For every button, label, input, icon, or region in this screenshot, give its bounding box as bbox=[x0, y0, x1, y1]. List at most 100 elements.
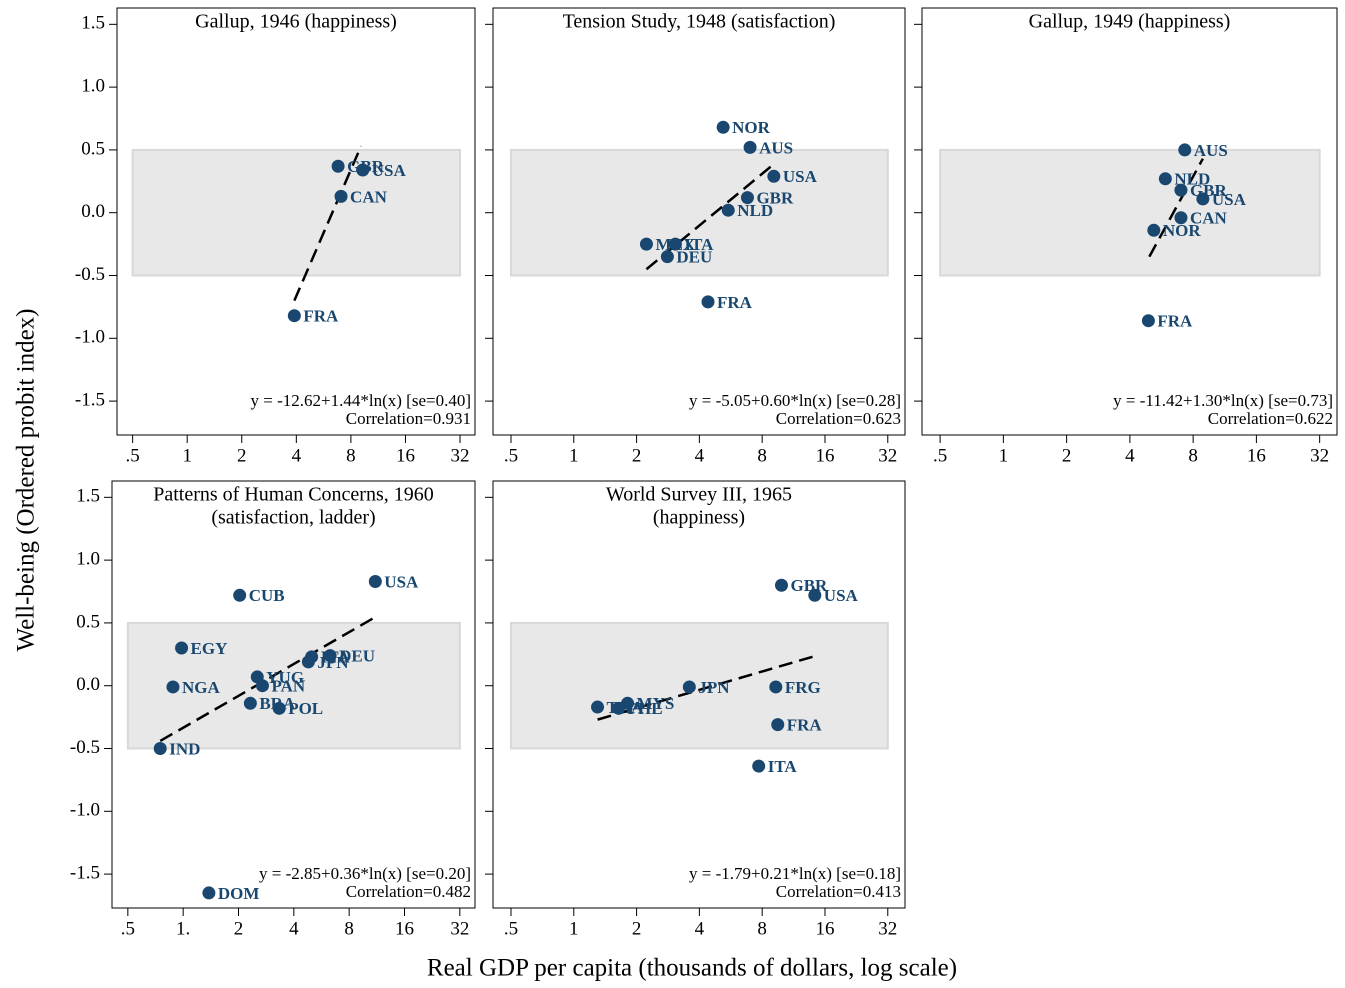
y-axis-label: Well-being (Ordered probit index) bbox=[13, 308, 40, 651]
x-tick-label: 16 bbox=[395, 918, 414, 939]
y-tick-label: 0.5 bbox=[81, 138, 105, 159]
point-label: USA bbox=[372, 161, 407, 180]
x-tick-label: 2 bbox=[234, 918, 244, 939]
data-point bbox=[334, 189, 348, 203]
x-tick-label: 4 bbox=[695, 445, 705, 466]
x-tick-label: 8 bbox=[757, 445, 767, 466]
data-point bbox=[331, 159, 345, 173]
data-point bbox=[368, 574, 382, 588]
data-point bbox=[243, 696, 257, 710]
point-label: FRA bbox=[717, 293, 753, 312]
x-tick-label: 4 bbox=[289, 918, 299, 939]
annotation: Correlation=0.622 bbox=[1208, 409, 1333, 428]
y-tick-label: -0.5 bbox=[75, 264, 105, 285]
data-point bbox=[1158, 172, 1172, 186]
x-tick-label: 32 bbox=[1310, 445, 1329, 466]
annotation: y = -1.79+0.21*ln(x) [se=0.18] bbox=[689, 864, 901, 883]
annotation: y = -2.85+0.36*ln(x) [se=0.20] bbox=[259, 864, 471, 883]
data-point bbox=[153, 742, 167, 756]
x-tick-label: 32 bbox=[878, 445, 897, 466]
y-tick-label: -1.5 bbox=[70, 862, 100, 883]
point-label: DOM bbox=[218, 884, 260, 903]
x-tick-label: 32 bbox=[450, 918, 469, 939]
point-label: FRA bbox=[1157, 312, 1193, 331]
x-tick-label: 1 bbox=[182, 445, 192, 466]
x-tick-label: 2 bbox=[237, 445, 247, 466]
data-point bbox=[233, 588, 247, 602]
point-label: CUB bbox=[249, 586, 285, 605]
x-tick-label: 2 bbox=[632, 445, 642, 466]
x-tick-label: 2 bbox=[1062, 445, 1072, 466]
point-label: NOR bbox=[732, 118, 771, 137]
shaded-band bbox=[509, 621, 889, 750]
data-point bbox=[767, 169, 781, 183]
point-label: USA bbox=[783, 167, 818, 186]
data-point bbox=[1178, 143, 1192, 157]
point-label: NLD bbox=[1174, 170, 1210, 189]
x-tick-label: .5 bbox=[125, 445, 139, 466]
y-tick-label: 1.5 bbox=[76, 486, 100, 507]
point-label: USA bbox=[824, 586, 859, 605]
annotation: Correlation=0.413 bbox=[776, 882, 901, 901]
x-tick-label: 32 bbox=[451, 445, 470, 466]
y-tick-label: -0.5 bbox=[70, 737, 100, 758]
x-tick-label: 1 bbox=[569, 445, 579, 466]
y-tick-label: -1.0 bbox=[70, 800, 100, 821]
data-point bbox=[175, 641, 189, 655]
data-point bbox=[1196, 192, 1210, 206]
point-label: POL bbox=[288, 699, 323, 718]
y-tick-label: 0.0 bbox=[76, 674, 100, 695]
x-tick-label: 16 bbox=[815, 445, 834, 466]
x-tick-label: 4 bbox=[1125, 445, 1135, 466]
x-tick-label: 16 bbox=[1247, 445, 1266, 466]
y-tick-label: 1.0 bbox=[81, 75, 105, 96]
point-label: FRA bbox=[303, 307, 339, 326]
point-label: PHL bbox=[628, 699, 663, 718]
data-point bbox=[682, 680, 696, 694]
x-axis-label: Real GDP per capita (thousands of dollar… bbox=[427, 955, 957, 982]
point-label: USA bbox=[1212, 190, 1247, 209]
data-point bbox=[305, 650, 319, 664]
y-tick-label: -1.0 bbox=[75, 327, 105, 348]
y-tick-label: 0.0 bbox=[81, 201, 105, 222]
data-point bbox=[1174, 211, 1188, 225]
data-point bbox=[771, 718, 785, 732]
point-label: CAN bbox=[1190, 209, 1228, 228]
data-point bbox=[808, 588, 822, 602]
data-point bbox=[639, 237, 653, 251]
data-point bbox=[740, 191, 754, 205]
point-label: GBR bbox=[756, 189, 794, 208]
data-point bbox=[356, 163, 370, 177]
x-tick-label: 16 bbox=[815, 918, 834, 939]
data-point bbox=[769, 680, 783, 694]
data-point bbox=[255, 679, 269, 693]
point-label: NOR bbox=[1163, 221, 1202, 240]
x-tick-label: 16 bbox=[396, 445, 415, 466]
shaded-band bbox=[509, 148, 889, 277]
data-point bbox=[752, 759, 766, 773]
point-label: JPN bbox=[698, 678, 730, 697]
data-point bbox=[716, 120, 730, 134]
data-point bbox=[323, 649, 337, 663]
x-tick-label: .5 bbox=[504, 918, 518, 939]
y-tick-label: 1.0 bbox=[76, 548, 100, 569]
y-tick-label: 0.5 bbox=[76, 611, 100, 632]
shaded-band bbox=[939, 148, 1321, 277]
fit-line bbox=[1148, 158, 1204, 258]
panel-subtitle: (satisfaction, ladder) bbox=[211, 507, 375, 529]
point-label: ITA bbox=[768, 757, 798, 776]
point-label: IND bbox=[169, 739, 200, 758]
x-tick-label: 2 bbox=[632, 918, 642, 939]
point-label: AUS bbox=[759, 138, 793, 157]
panel-title: World Survey III, 1965 bbox=[606, 484, 792, 506]
data-point bbox=[287, 309, 301, 323]
point-label: CAN bbox=[350, 187, 388, 206]
point-label: PAN bbox=[271, 677, 305, 696]
annotation: Correlation=0.931 bbox=[346, 409, 471, 428]
x-tick-label: .5 bbox=[933, 445, 947, 466]
x-tick-label: 8 bbox=[344, 918, 354, 939]
x-tick-label: .5 bbox=[121, 918, 135, 939]
data-point bbox=[701, 295, 715, 309]
x-tick-label: 8 bbox=[346, 445, 356, 466]
